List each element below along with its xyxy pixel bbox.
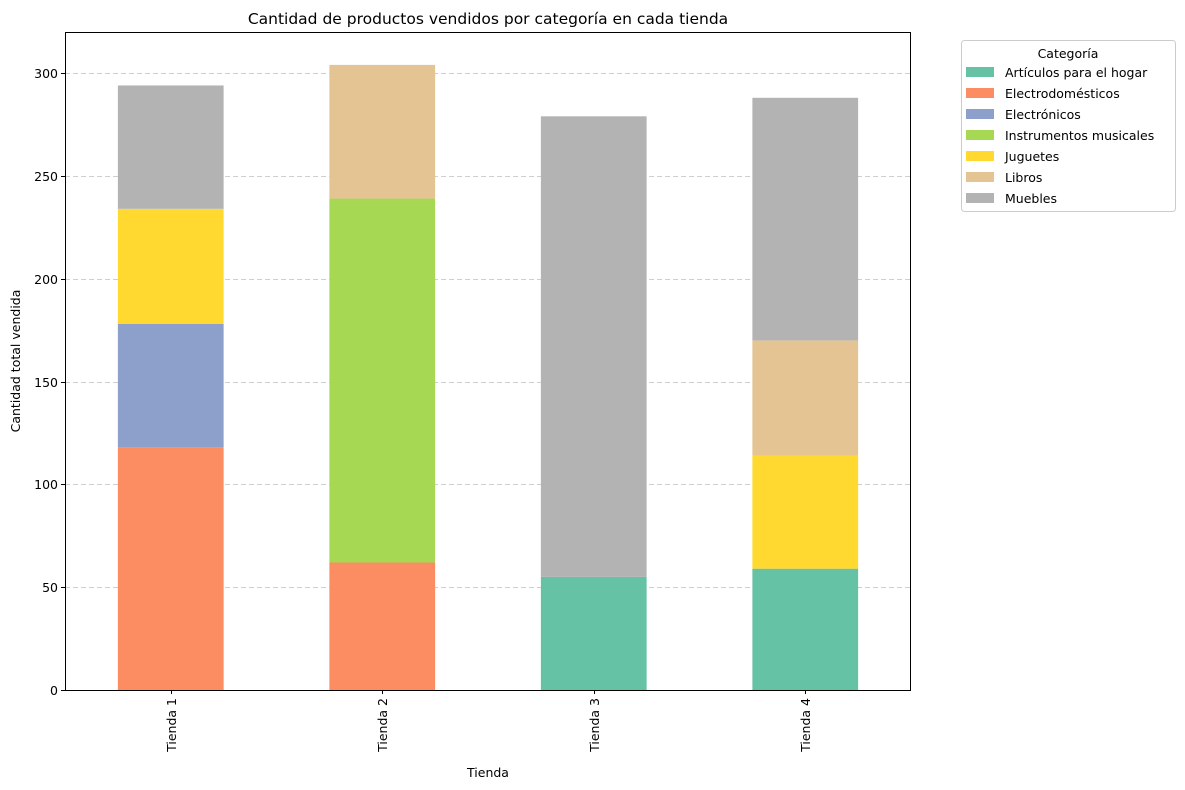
legend-label: Juguetes [1004,149,1059,164]
legend-label: Artículos para el hogar [1005,65,1148,80]
legend-label: Muebles [1005,191,1057,206]
y-axis-label: Cantidad total vendida [8,290,23,433]
bar-segment-instrumentos-musicales [329,198,436,563]
legend-swatch-electronicos [966,109,994,119]
bar-segment-juguetes [117,208,224,324]
y-tick-label: 50 [42,580,58,595]
legend-swatch-electrodomesticos [966,88,994,98]
legend-swatch-libros [966,172,994,182]
legend-swatch-muebles [966,193,994,203]
y-axis: 0 50 100 150 200 250 300 [34,66,65,698]
x-axis: Tienda 1 Tienda 2 Tienda 3 Tienda 4 [164,690,813,753]
bar-segment-libros [329,64,436,199]
plot-frame [65,32,911,691]
bar-segment-articulos-para-el-hogar [540,576,647,690]
x-tick-label: Tienda 2 [375,698,390,753]
x-tick-label: Tienda 4 [798,698,813,753]
legend-swatch-articulos-para-el-hogar [966,67,994,77]
bar-segment-libros [752,340,859,456]
x-tick-label: Tienda 1 [164,698,179,753]
legend-swatch-juguetes [966,151,994,161]
x-axis-label: Tienda [466,765,509,780]
y-tick-label: 300 [34,66,58,81]
bar-segment-electronicos [117,323,224,448]
y-tick-label: 150 [34,375,58,390]
y-tick-label: 200 [34,272,58,287]
legend-title: Categoría [1038,46,1099,61]
chart-title: Cantidad de productos vendidos por categ… [248,10,728,28]
bar-segment-muebles [540,116,647,577]
legend-swatch-instrumentos-musicales [966,130,994,140]
bar-segment-electrodomesticos [117,447,224,690]
y-tick-label: 100 [34,477,58,492]
bars [117,64,859,690]
legend-frame [961,40,1176,212]
bar-segment-muebles [117,85,224,209]
y-tick-label: 250 [34,169,58,184]
bar-segment-electrodomesticos [329,562,436,690]
bar-segment-articulos-para-el-hogar [752,568,859,690]
y-tick-label: 0 [50,683,58,698]
x-tick-label: Tienda 3 [587,698,602,753]
bar-segment-juguetes [752,455,859,569]
legend: Categoría Artículos para el hogar Electro… [961,40,1176,212]
bar-segment-muebles [752,97,859,341]
legend-label: Libros [1005,170,1042,185]
legend-label: Electrónicos [1005,107,1081,122]
legend-label: Electrodomésticos [1005,86,1120,101]
legend-label: Instrumentos musicales [1005,128,1154,143]
